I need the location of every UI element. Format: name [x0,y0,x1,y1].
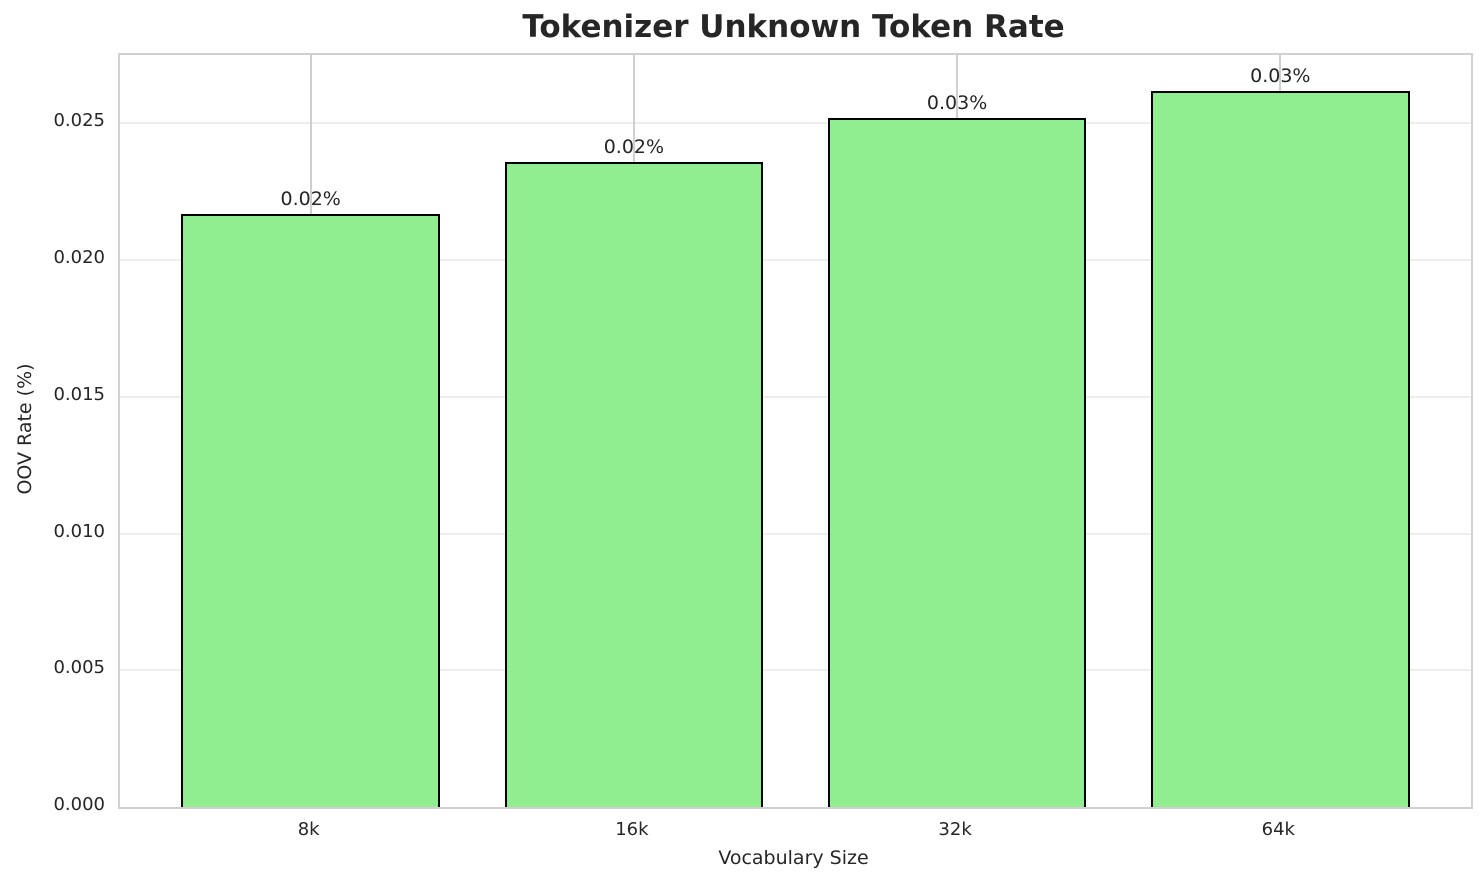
bar-value-label: 0.02% [603,135,665,158]
chart-title: Tokenizer Unknown Token Rate [522,9,1065,45]
bar-8k [181,213,440,807]
plot-area: 0.02% 0.02% 0.03% 0.03% [118,53,1473,809]
bar-16k [504,161,764,807]
x-tick-label: 16k [615,819,649,840]
y-tick-label: 0.000 [53,794,105,815]
y-tick-label: 0.025 [53,110,105,132]
h-gridline [120,669,1471,672]
bar-64k [1151,90,1410,807]
h-gridline [120,532,1471,535]
x-tick-label: 32k [938,819,972,840]
bar-value-label: 0.02% [280,187,341,210]
x-tick-label: 8k [297,819,320,840]
y-tick-label: 0.005 [53,657,105,679]
h-gridline [120,122,1471,125]
h-gridline [120,395,1471,398]
y-tick-label: 0.010 [53,520,105,542]
y-tick-label: 0.020 [53,247,105,269]
bar-32k [827,117,1087,807]
bar-value-label: 0.03% [926,91,988,114]
bar-value-label: 0.03% [1250,64,1311,87]
x-tick-label: 64k [1261,819,1295,840]
y-tick-label: 0.015 [53,383,105,405]
x-axis-label: Vocabulary Size [718,847,869,869]
h-gridline [120,259,1471,262]
